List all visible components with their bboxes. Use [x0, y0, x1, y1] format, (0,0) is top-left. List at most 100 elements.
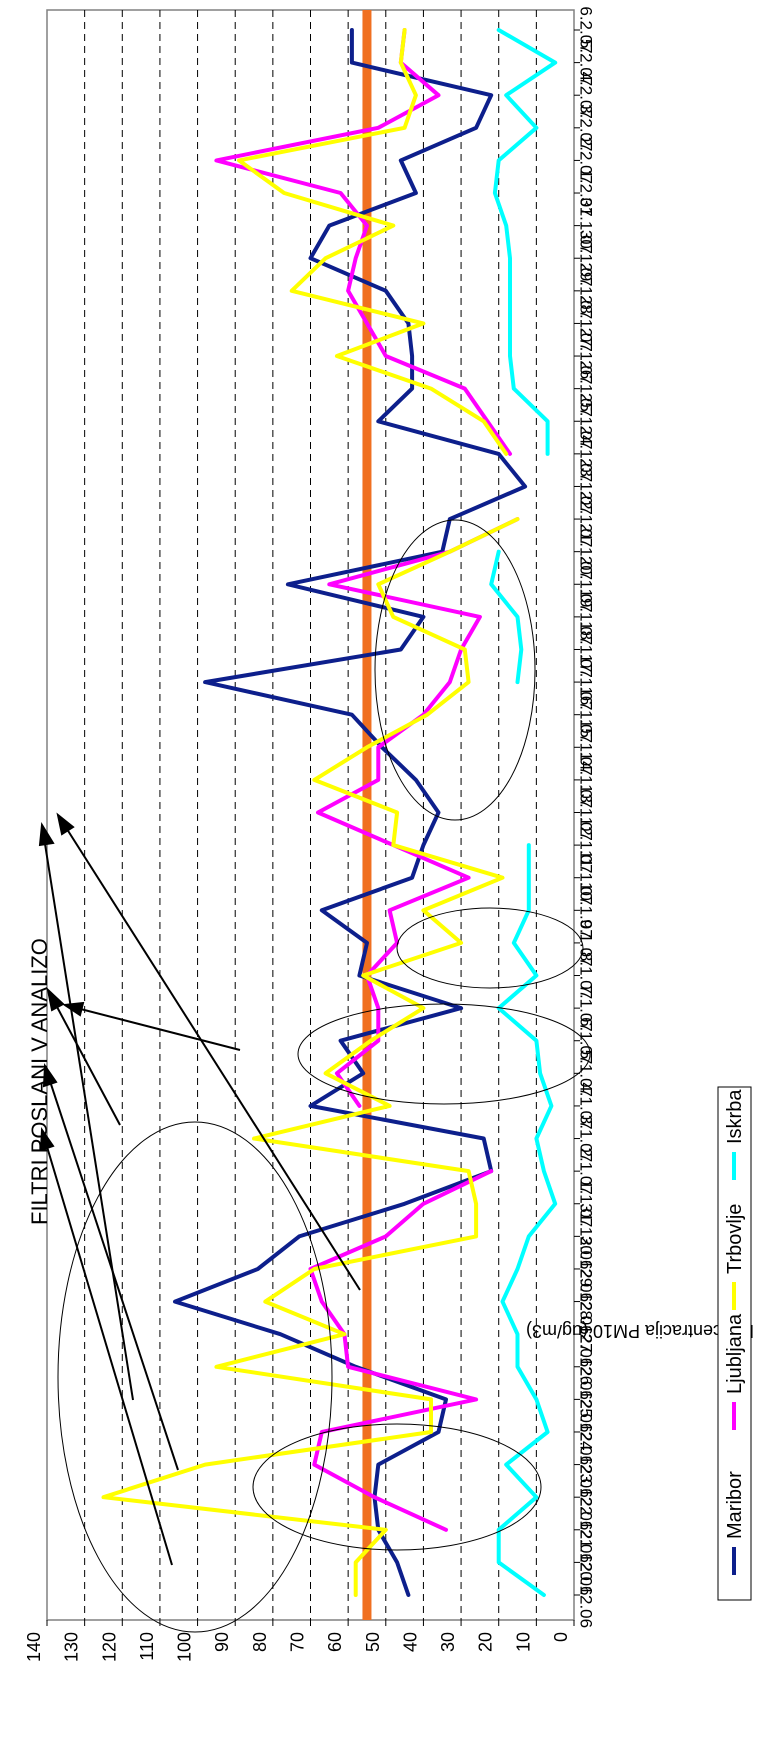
- series-line-trbovlje-2: [237, 28, 509, 456]
- arrow-6-head: [39, 1126, 55, 1152]
- x-tick-label: 28.1.07: [577, 295, 596, 352]
- y-tick-label: 80: [250, 1632, 270, 1652]
- x-tick-label: 15.1.07: [577, 719, 596, 776]
- annotation-ellipse-2: [396, 907, 584, 989]
- x-tick-label: 31.12.06: [577, 1203, 596, 1269]
- y-tick-label: 30: [438, 1632, 458, 1652]
- x-tick-label: 20.1.07: [577, 556, 596, 613]
- x-tick-label: 3.2.07: [577, 104, 596, 151]
- x-tick-label: 18.1.07: [577, 621, 596, 678]
- chart-title: FILTRI POSLANI V ANALIZO: [27, 938, 52, 1225]
- x-tick-label: 28.12.06: [577, 1301, 596, 1367]
- annotation-ellipse-4: [297, 1003, 591, 1105]
- arrow-2: [64, 1004, 241, 1051]
- x-tick-label: 27.12.06: [577, 1334, 596, 1400]
- legend-items: Maribor Ljubljana Trbovlje Iskrba: [724, 1089, 746, 1575]
- x-tick-label: 23.12.06: [577, 1464, 596, 1530]
- x-tick-label: 21.12.06: [577, 1529, 596, 1595]
- series-line-iskrba-2: [489, 549, 524, 685]
- annotation-ellipse-5: [252, 1423, 542, 1551]
- y-tick-label: 70: [288, 1632, 308, 1652]
- y-tick-label: 120: [99, 1632, 119, 1662]
- arrow-4-head: [56, 812, 75, 836]
- x-tick-label: 8.1.07: [577, 952, 596, 999]
- x-tick-label: 16.1.07: [577, 686, 596, 743]
- x-tick-label: 23.1.07: [577, 458, 596, 515]
- series-line-trbovlje-1: [101, 517, 520, 1597]
- annotation-ellipse-3: [374, 519, 536, 821]
- grid-lines: [84, 10, 537, 1620]
- x-tick-label: 7.1.07: [577, 984, 596, 1031]
- y-tick-label: 60: [325, 1632, 345, 1652]
- legend-label-maribor: Maribor: [724, 1471, 746, 1539]
- x-tick-label: 4.2.07: [577, 72, 596, 119]
- x-tick-label: 24.1.07: [577, 425, 596, 482]
- y-tick-label: 20: [476, 1632, 496, 1652]
- x-tick-label: 11.1.07: [577, 850, 596, 905]
- x-tick-label: 2.1.07: [577, 1148, 596, 1195]
- x-tick-label: 25.12.06: [577, 1399, 596, 1465]
- annotation-ellipses: [57, 519, 591, 1633]
- legend: Maribor Ljubljana Trbovlje Iskrba: [717, 1086, 752, 1601]
- x-tick-label: 24.12.06: [577, 1431, 596, 1497]
- y-tick-label: 90: [212, 1632, 232, 1652]
- x-tick-label: 30.1.07: [577, 230, 596, 287]
- arrow-4: [57, 814, 361, 1291]
- x-tick-label: 30.12.06: [577, 1236, 596, 1302]
- x-tick-label: 21.1.07: [577, 523, 596, 580]
- x-tick-label: 27.1.07: [577, 328, 596, 385]
- arrow-1-head: [42, 1062, 58, 1088]
- y-tick-label: 110: [137, 1632, 157, 1661]
- x-axis-ticks: 20.12.0621.12.0622.12.0623.12.0624.12.06…: [574, 6, 596, 1628]
- y-tick-label: 40: [400, 1632, 420, 1652]
- annotation-arrows: [38, 812, 361, 1566]
- x-tick-label: 10.1.07: [577, 882, 596, 939]
- series-line-ljubljana-2: [316, 517, 520, 1108]
- x-tick-label: 5.1.07: [577, 1050, 596, 1097]
- y-axis-label: Koncentracija PM10 (ug/m3): [526, 1321, 754, 1341]
- series-line-maribor: [173, 28, 528, 1597]
- series-group: [101, 28, 558, 1597]
- y-tick-label: 130: [62, 1632, 82, 1662]
- x-tick-label: 25.1.07: [577, 393, 596, 450]
- x-tick-label: 29.12.06: [577, 1268, 596, 1334]
- x-tick-label: 22.12.06: [577, 1497, 596, 1563]
- arrow-3-head: [46, 987, 65, 1012]
- x-tick-label: 22.1.07: [577, 491, 596, 548]
- series-line-iskrba-1: [496, 843, 558, 1597]
- x-tick-label: 26.1.07: [577, 360, 596, 417]
- annotation-ellipse-1: [57, 1121, 333, 1633]
- y-tick-label: 50: [363, 1632, 383, 1652]
- x-tick-label: 29.1.07: [577, 262, 596, 319]
- x-tick-label: 6.1.07: [577, 1017, 596, 1064]
- x-tick-label: 31.1.07: [577, 197, 596, 254]
- legend-label-iskrba: Iskrba: [724, 1089, 746, 1144]
- x-tick-label: 2.2.07: [577, 137, 596, 184]
- arrow-5-head: [38, 821, 55, 847]
- x-tick-label: 4.1.07: [577, 1082, 596, 1129]
- series-line-ljubljana-1: [308, 1169, 494, 1532]
- y-tick-label: 10: [513, 1632, 533, 1652]
- x-tick-label: 13.1.07: [577, 784, 596, 841]
- x-tick-label: 1.2.07: [577, 169, 596, 216]
- x-tick-label: 9.1.07: [577, 919, 596, 966]
- arrow-6: [41, 1129, 173, 1566]
- x-tick-label: 3.1.07: [577, 1115, 596, 1162]
- arrow-5: [41, 824, 134, 1401]
- x-tick-label: 20.12.06: [577, 1562, 596, 1628]
- legend-label-trbovlje: Trbovlje: [724, 1204, 746, 1274]
- y-tick-label: 140: [24, 1632, 44, 1662]
- x-tick-label: 26.12.06: [577, 1366, 596, 1432]
- arrow-2-head: [62, 1001, 85, 1017]
- series-line-iskrba-3: [492, 28, 558, 456]
- y-tick-label: 0: [551, 1632, 571, 1642]
- x-tick-label: 5.2.07: [577, 39, 596, 86]
- x-tick-label: 1.1.07: [577, 1180, 596, 1227]
- x-tick-label: 17.1.07: [577, 654, 596, 711]
- x-tick-label: 12.1.07: [577, 817, 596, 874]
- x-tick-label: 14.1.07: [577, 752, 596, 809]
- y-tick-label: 100: [175, 1632, 195, 1662]
- legend-label-ljubljana: Ljubljana: [724, 1313, 746, 1394]
- x-tick-label: 19.1.07: [577, 589, 596, 646]
